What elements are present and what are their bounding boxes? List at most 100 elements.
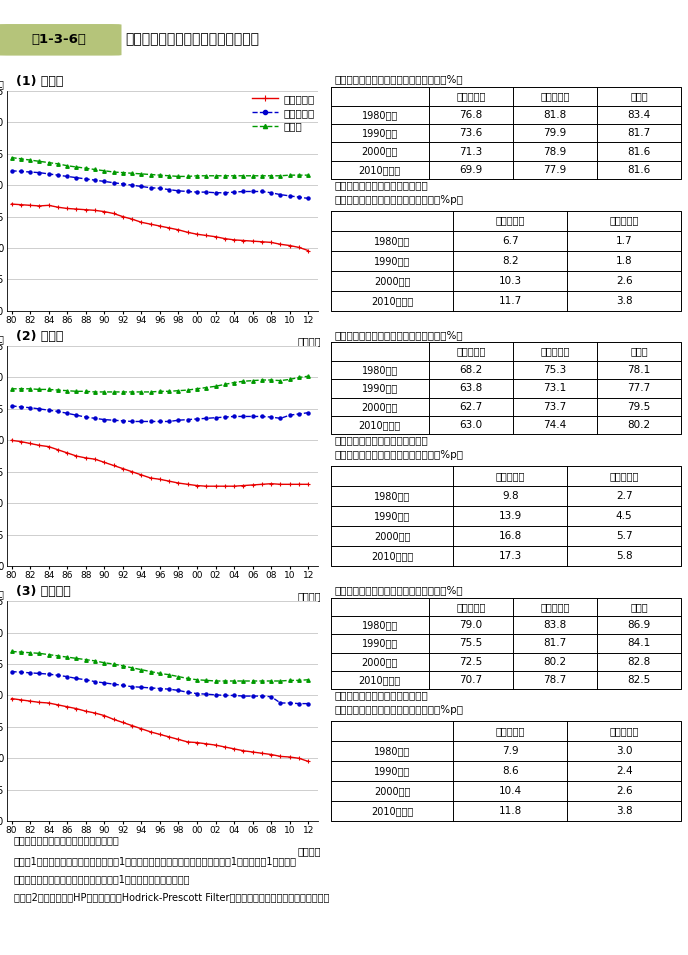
- Text: 71.3: 71.3: [460, 147, 482, 157]
- Text: 3.0: 3.0: [616, 746, 632, 756]
- Text: 1990年代: 1990年代: [362, 383, 398, 393]
- Text: 2010年以降: 2010年以降: [358, 675, 401, 686]
- Text: 83.8: 83.8: [544, 620, 567, 630]
- Text: 2000年代: 2000年代: [374, 276, 410, 286]
- Text: 小規模企業: 小規模企業: [456, 347, 486, 356]
- Text: 中規模企業: 中規模企業: [540, 347, 570, 356]
- Text: 大企業との売上高変動費比率の差: 大企業との売上高変動費比率の差: [334, 180, 428, 190]
- Text: 2000年代: 2000年代: [362, 657, 398, 667]
- Text: 1990年代: 1990年代: [374, 256, 410, 265]
- Text: 1.7: 1.7: [616, 236, 632, 245]
- Text: 76.8: 76.8: [460, 110, 482, 120]
- Text: 73.6: 73.6: [460, 128, 482, 138]
- Text: 81.7: 81.7: [544, 639, 567, 648]
- Text: 2000年代: 2000年代: [374, 786, 410, 796]
- Text: 2000年代: 2000年代: [374, 531, 410, 541]
- Text: 中規模企業: 中規模企業: [610, 216, 639, 225]
- Text: 2.7: 2.7: [616, 491, 632, 500]
- Text: 2010年以降: 2010年以降: [371, 296, 413, 306]
- Text: 1.8: 1.8: [616, 256, 632, 265]
- Text: 62.7: 62.7: [460, 402, 482, 412]
- Text: 77.9: 77.9: [544, 165, 567, 175]
- Text: 資料：財務省「法人企業統計調査年報」: 資料：財務省「法人企業統計調査年報」: [14, 836, 120, 845]
- Text: 中規模企業: 中規模企業: [540, 602, 570, 612]
- Text: 2010年以降: 2010年以降: [371, 806, 413, 817]
- Text: （大企業－中規模企業・小規模企業、%p）: （大企業－中規模企業・小規模企業、%p）: [334, 450, 463, 460]
- Text: 1990年代: 1990年代: [374, 511, 410, 520]
- Text: （%）: （%）: [0, 334, 4, 344]
- Text: 11.8: 11.8: [499, 806, 522, 817]
- Text: 81.7: 81.7: [627, 128, 651, 138]
- Text: 5.8: 5.8: [616, 551, 632, 561]
- Text: 中規模企業: 中規模企業: [540, 92, 570, 101]
- Text: 69.9: 69.9: [460, 165, 482, 175]
- Text: （%）: （%）: [0, 589, 4, 599]
- Text: 13.9: 13.9: [499, 511, 522, 520]
- Text: 2．各系列は、HPフィルター（Hodrick-Prescott Filter）により平滑化した値を用いている。: 2．各系列は、HPフィルター（Hodrick-Prescott Filter）に…: [14, 892, 329, 902]
- Text: 72.5: 72.5: [460, 657, 482, 667]
- Text: 75.5: 75.5: [460, 639, 482, 648]
- Text: 83.4: 83.4: [627, 110, 651, 120]
- Text: 小規模企業: 小規模企業: [456, 602, 486, 612]
- Text: 17.3: 17.3: [499, 551, 522, 561]
- Text: 年代別に見た売上高変動費比率の平均（%）: 年代別に見た売上高変動費比率の平均（%）: [334, 74, 463, 85]
- Text: 78.1: 78.1: [627, 365, 651, 375]
- Text: 68.2: 68.2: [460, 365, 482, 375]
- Text: （年度）: （年度）: [297, 336, 321, 346]
- Text: (2) 製造業: (2) 製造業: [17, 329, 63, 343]
- Legend: 小規模企業, 中規模企業, 大企業: 小規模企業, 中規模企業, 大企業: [252, 95, 314, 132]
- Text: 1990年代: 1990年代: [374, 766, 410, 776]
- Text: 年代別に見た売上高変動費比率の平均（%）: 年代別に見た売上高変動費比率の平均（%）: [334, 329, 463, 340]
- Text: 2010年以降: 2010年以降: [371, 551, 413, 561]
- Text: 75.3: 75.3: [544, 365, 567, 375]
- Text: 小規模企業: 小規模企業: [495, 471, 525, 480]
- Text: 年代別に見た売上高変動費比率の平均（%）: 年代別に見た売上高変動費比率の平均（%）: [334, 584, 463, 595]
- Text: 2010年以降: 2010年以降: [358, 420, 401, 430]
- Text: 1990年代: 1990年代: [362, 639, 398, 648]
- Text: 1980年代: 1980年代: [374, 746, 410, 756]
- Text: （年度）: （年度）: [297, 591, 321, 602]
- Text: 84.1: 84.1: [627, 639, 651, 648]
- Text: 2000年代: 2000年代: [362, 402, 398, 412]
- Text: 2.6: 2.6: [616, 276, 632, 286]
- Text: 第1-3-6図: 第1-3-6図: [32, 32, 86, 46]
- Text: （%）: （%）: [0, 78, 4, 89]
- Text: 小規模企業: 小規模企業: [456, 92, 486, 101]
- Text: 10.3: 10.3: [499, 276, 522, 286]
- FancyBboxPatch shape: [0, 24, 122, 55]
- Text: （大企業－中規模企業・小規模企業、%p）: （大企業－中規模企業・小規模企業、%p）: [334, 195, 463, 205]
- Text: 81.6: 81.6: [627, 165, 651, 175]
- Text: 1980年代: 1980年代: [362, 365, 398, 375]
- Text: 79.9: 79.9: [544, 128, 567, 138]
- Text: 10.4: 10.4: [499, 786, 522, 796]
- Text: 82.5: 82.5: [627, 675, 651, 686]
- Text: 6.7: 6.7: [502, 236, 519, 245]
- Text: 1980年代: 1980年代: [374, 491, 410, 500]
- Text: 2010年以降: 2010年以降: [358, 165, 401, 175]
- Text: 9.8: 9.8: [502, 491, 519, 500]
- Text: 11.7: 11.7: [499, 296, 522, 306]
- Text: 2.6: 2.6: [616, 786, 632, 796]
- Text: 4.5: 4.5: [616, 511, 632, 520]
- Text: （年度）: （年度）: [297, 846, 321, 857]
- Text: 73.7: 73.7: [544, 402, 567, 412]
- Text: 74.4: 74.4: [544, 420, 567, 430]
- Text: 81.8: 81.8: [544, 110, 567, 120]
- Text: 3.8: 3.8: [616, 806, 632, 817]
- Text: 中規模企業: 中規模企業: [610, 471, 639, 480]
- Text: 86.9: 86.9: [627, 620, 651, 630]
- Text: 78.7: 78.7: [544, 675, 567, 686]
- Text: 80.2: 80.2: [544, 657, 566, 667]
- Text: (3) 非製造業: (3) 非製造業: [17, 584, 71, 598]
- Text: 73.1: 73.1: [544, 383, 567, 393]
- Text: 8.2: 8.2: [502, 256, 519, 265]
- Text: の企業、小規模企業とは資本金1億円未満の企業をいう。: の企業、小規模企業とは資本金1億円未満の企業をいう。: [14, 874, 190, 884]
- Text: （注）1．ここでいう大企業とは資本金1億円以上の企業、中規模企業とは資本金1千万円以上1億円未満: （注）1．ここでいう大企業とは資本金1億円以上の企業、中規模企業とは資本金1千万…: [14, 856, 297, 866]
- Text: 大企業との売上高変動費比率の差: 大企業との売上高変動費比率の差: [334, 690, 428, 700]
- Text: (1) 全産業: (1) 全産業: [17, 74, 63, 88]
- Text: 大企業: 大企業: [630, 347, 648, 356]
- Text: 79.0: 79.0: [460, 620, 482, 630]
- Text: 1980年代: 1980年代: [374, 236, 410, 245]
- Text: 大企業: 大企業: [630, 92, 648, 101]
- Text: 企業規模別に見た売上高変動費比率: 企業規模別に見た売上高変動費比率: [125, 32, 259, 46]
